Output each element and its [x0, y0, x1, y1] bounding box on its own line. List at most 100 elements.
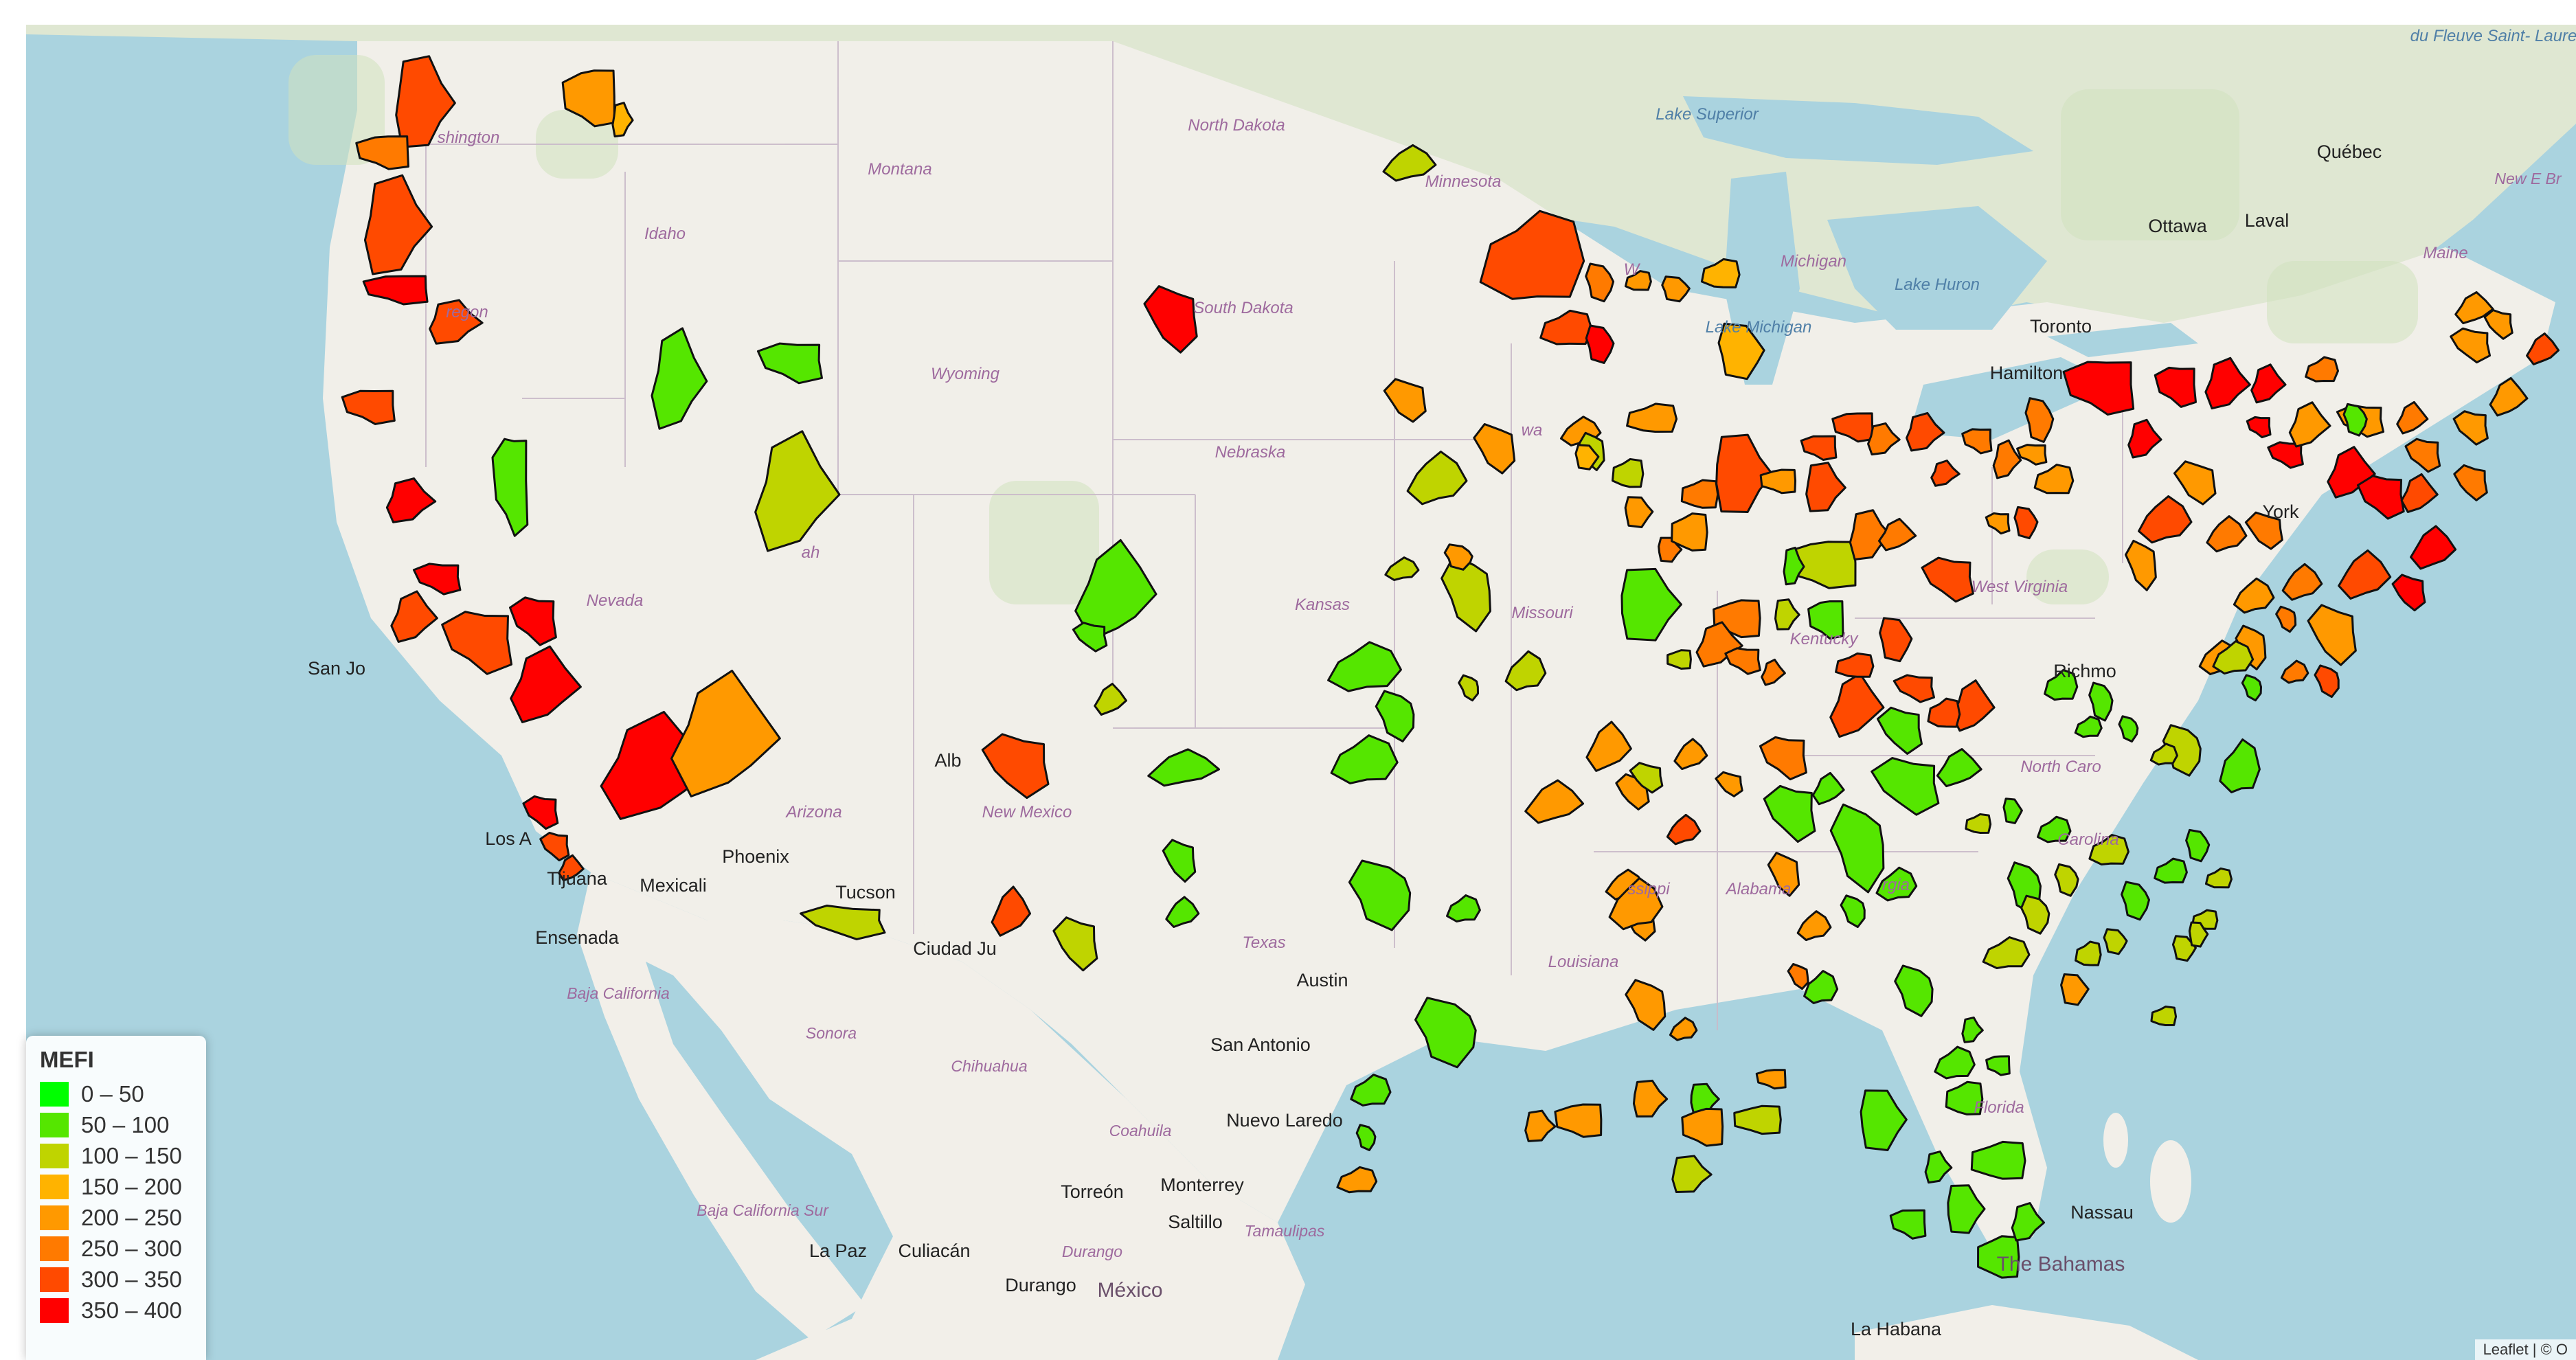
mefi-region — [611, 102, 634, 138]
mefi-region — [385, 477, 437, 523]
place-label: Wyoming — [931, 365, 1000, 383]
mefi-region — [2125, 539, 2157, 591]
place-label: Idaho — [644, 225, 686, 243]
place-label: Los A — [485, 828, 532, 849]
mefi-region — [1879, 617, 1913, 663]
place-label: ah — [802, 543, 820, 562]
mefi-region — [2137, 495, 2193, 544]
mefi-region — [1611, 457, 1645, 488]
mefi-region — [651, 327, 708, 430]
attribution: Leaflet | © O — [2474, 1339, 2576, 1360]
mefi-region — [1867, 422, 1901, 456]
mefi-region — [2118, 715, 2139, 743]
mefi-region — [441, 611, 513, 675]
legend-label: 300 – 350 — [81, 1266, 182, 1292]
mefi-region — [1715, 433, 1774, 513]
legend: MEFI 0 – 50 50 – 100 100 – 150 150 – 200 200… — [26, 1036, 206, 1360]
mefi-region — [2016, 444, 2048, 466]
legend-swatch — [40, 1143, 69, 1168]
place-label: Missouri — [1511, 604, 1573, 622]
mefi-region — [1893, 674, 1935, 703]
mefi-region — [1774, 598, 1800, 631]
place-label: Toronto — [2030, 316, 2092, 337]
mefi-region — [1669, 1017, 1698, 1041]
mefi-region — [1667, 649, 1692, 670]
mefi-region — [1143, 285, 1198, 354]
mefi-region — [1524, 779, 1585, 824]
mefi-region — [1700, 258, 1741, 288]
mefi-region — [1052, 916, 1098, 972]
mefi-region — [1831, 412, 1875, 443]
mefi-region — [1384, 556, 1420, 581]
mefi-region — [1383, 378, 1427, 423]
mefi-region — [508, 596, 557, 646]
mefi-region — [2342, 403, 2368, 437]
place-label: Durango — [1005, 1275, 1076, 1295]
mefi-region — [1554, 1103, 1603, 1138]
mefi-region — [2404, 438, 2441, 473]
mefi-region — [1985, 1055, 2011, 1076]
mefi-region — [1761, 658, 1786, 686]
place-label: Laval — [2245, 210, 2290, 231]
mefi-region — [2233, 577, 2275, 614]
mefi-region — [2002, 797, 2023, 824]
mefi-region — [1803, 970, 1839, 1004]
mefi-region — [1620, 567, 1682, 642]
mefi-region — [1945, 1080, 1984, 1115]
mefi-region — [539, 831, 570, 862]
mefi-region — [1924, 1151, 1953, 1184]
map-canvas[interactable]: North Dakota Montana shington Idaho regon Min… — [26, 25, 2576, 1360]
mefi-region — [412, 563, 462, 596]
mefi-region — [1835, 652, 1875, 678]
place-label: Florida — [1974, 1098, 2024, 1117]
legend-label: 0 – 50 — [81, 1080, 144, 1107]
mefi-region — [1524, 1109, 1557, 1142]
mefi-region — [390, 590, 438, 643]
mexico-land — [577, 872, 1305, 1360]
mefi-region — [1473, 422, 1516, 475]
mefi-region — [1934, 1045, 1976, 1080]
mefi-region — [1992, 439, 2022, 479]
mefi-region — [2250, 363, 2287, 404]
state-borders — [425, 41, 2123, 1030]
place-label: du Fleuve Saint- Laurent — [2410, 27, 2576, 45]
legend-swatch — [40, 1267, 69, 1292]
mefi-region — [2338, 549, 2392, 600]
place-label: Montana — [868, 160, 931, 179]
mefi-region — [341, 389, 396, 425]
mefi-region — [1982, 936, 2031, 969]
mefi-region — [2204, 356, 2251, 410]
mefi-region — [2454, 291, 2494, 325]
place-label: Kentucky — [1790, 630, 1860, 648]
mefi-region — [1585, 324, 1615, 364]
mefi-region — [1763, 784, 1816, 843]
mefi-region — [2288, 401, 2331, 448]
mefi-region-layer — [341, 55, 2560, 1279]
mefi-region — [1947, 1184, 1986, 1234]
place-label: North Dakota — [1188, 116, 1285, 135]
mefi-region — [2453, 464, 2488, 501]
mefi-region — [491, 438, 529, 537]
mefi-region — [2013, 506, 2039, 540]
cuba-land — [1855, 1305, 2198, 1360]
mefi-region — [1930, 460, 1961, 487]
legend-swatch — [40, 1081, 69, 1107]
mefi-region — [1661, 275, 1691, 303]
mefi-region — [1074, 539, 1157, 641]
place-label: Monterrey — [1160, 1175, 1244, 1195]
place-label: Arizona — [784, 803, 841, 821]
place-label: North Caro — [2020, 758, 2101, 776]
mefi-region — [1876, 706, 1923, 755]
place-label: Tucson — [835, 882, 896, 903]
mefi-region — [1936, 748, 1982, 788]
map-view[interactable]: North Dakota Montana shington Idaho regon Min… — [26, 25, 2576, 1360]
mefi-region — [2280, 659, 2309, 684]
mefi-region — [2356, 475, 2405, 520]
place-label: La Paz — [809, 1240, 867, 1261]
legend-item: 150 – 200 — [40, 1171, 192, 1202]
mefi-region — [1406, 451, 1468, 506]
mefi-region — [1350, 1074, 1392, 1107]
mefi-region — [2074, 715, 2103, 738]
mefi-region — [2024, 397, 2055, 443]
mefi-region — [1805, 462, 1846, 512]
